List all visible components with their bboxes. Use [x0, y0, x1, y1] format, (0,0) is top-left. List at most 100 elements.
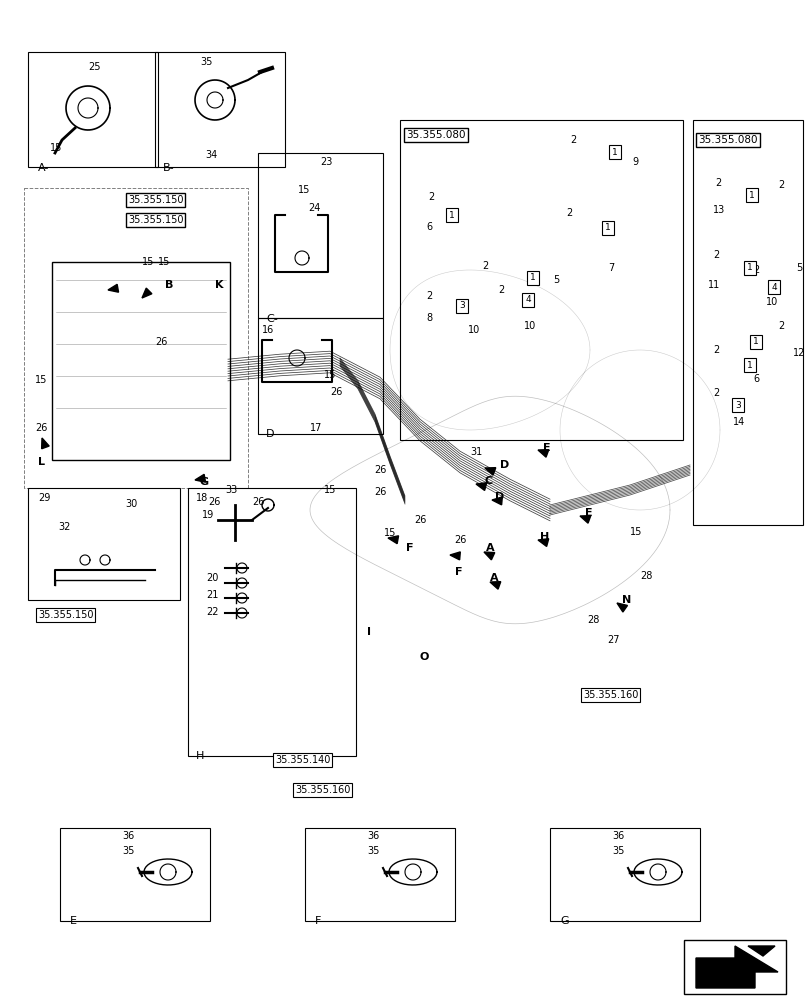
Polygon shape [483, 552, 494, 560]
Text: 15: 15 [324, 370, 336, 380]
Polygon shape [538, 539, 548, 546]
Polygon shape [491, 497, 502, 505]
Text: 15: 15 [384, 528, 396, 538]
Text: O: O [419, 652, 429, 662]
Text: 11: 11 [707, 280, 719, 290]
Bar [258, 318, 383, 434]
Bar [28, 52, 158, 167]
Bar [692, 120, 802, 525]
Text: 26: 26 [329, 387, 342, 397]
Text: K: K [215, 280, 223, 290]
Bar [155, 52, 285, 167]
Text: 10: 10 [765, 297, 777, 307]
Text: E-: E- [70, 916, 81, 926]
Text: D-: D- [266, 429, 278, 439]
Text: 17: 17 [310, 423, 322, 433]
Text: 29: 29 [38, 493, 50, 503]
Text: I: I [367, 627, 371, 637]
Bar [400, 120, 682, 440]
Text: H-: H- [195, 751, 208, 761]
Text: 26: 26 [414, 515, 426, 525]
Text: 36: 36 [122, 831, 134, 841]
Text: 6: 6 [426, 222, 431, 232]
Text: 34: 34 [204, 150, 217, 160]
Text: 35.355.140: 35.355.140 [275, 755, 330, 765]
Text: C: C [484, 476, 492, 486]
Text: 12: 12 [792, 348, 805, 358]
Polygon shape [489, 582, 500, 589]
Text: 8: 8 [426, 313, 431, 323]
Text: 35.355.150: 35.355.150 [128, 195, 183, 205]
Polygon shape [484, 468, 496, 475]
Bar [60, 828, 210, 921]
Text: 15: 15 [142, 257, 154, 267]
Text: G-: G- [560, 916, 572, 926]
Text: 35.355.160: 35.355.160 [582, 690, 637, 700]
Text: 7: 7 [607, 263, 613, 273]
Polygon shape [695, 946, 777, 988]
Text: 15: 15 [35, 375, 47, 385]
Text: H: H [539, 532, 548, 542]
Text: A: A [489, 573, 498, 583]
Text: 18: 18 [195, 493, 208, 503]
Bar [188, 488, 355, 756]
Text: 26: 26 [208, 497, 220, 507]
Text: 23: 23 [320, 157, 332, 167]
Text: 26: 26 [453, 535, 466, 545]
Text: 35: 35 [200, 57, 212, 67]
Text: A-: A- [38, 163, 49, 173]
Text: D: D [495, 492, 504, 502]
Text: 5: 5 [552, 275, 559, 285]
Text: 13: 13 [712, 205, 724, 215]
Text: 1: 1 [746, 263, 752, 272]
Text: 2: 2 [565, 208, 572, 218]
Text: 2: 2 [712, 345, 719, 355]
Text: E: E [584, 508, 592, 518]
Text: 30: 30 [125, 499, 137, 509]
Text: 24: 24 [307, 203, 320, 213]
Polygon shape [747, 946, 774, 956]
Bar [549, 828, 699, 921]
Text: 1: 1 [749, 190, 754, 200]
Text: C-: C- [266, 314, 277, 324]
Bar [52, 262, 230, 460]
Text: 35.355.160: 35.355.160 [294, 785, 350, 795]
Text: 3: 3 [734, 400, 740, 410]
Text: 1: 1 [746, 360, 752, 369]
Text: 35.355.080: 35.355.080 [406, 130, 465, 140]
Text: 2: 2 [777, 321, 783, 331]
Polygon shape [616, 603, 627, 612]
Text: 14: 14 [732, 417, 744, 427]
Text: 35.355.150: 35.355.150 [38, 610, 93, 620]
Text: 1: 1 [611, 148, 617, 157]
Text: 15: 15 [629, 527, 642, 537]
Text: 2: 2 [426, 291, 431, 301]
Text: 26: 26 [251, 497, 264, 507]
Text: D: D [500, 460, 508, 470]
Text: 22: 22 [206, 607, 218, 617]
Text: 26: 26 [35, 423, 47, 433]
Text: 26: 26 [374, 465, 386, 475]
Text: 35.355.080: 35.355.080 [697, 135, 757, 145]
Text: 31: 31 [470, 447, 482, 457]
Text: 27: 27 [607, 635, 619, 645]
Text: G: G [200, 477, 209, 487]
Text: 32: 32 [58, 522, 71, 532]
Text: 28: 28 [639, 571, 651, 581]
Text: 26: 26 [374, 487, 386, 497]
Polygon shape [449, 552, 460, 560]
Text: B-: B- [163, 163, 174, 173]
Text: 2: 2 [752, 265, 758, 275]
Bar [258, 153, 383, 318]
Text: 2: 2 [712, 388, 719, 398]
Text: E: E [543, 443, 550, 453]
Polygon shape [108, 284, 118, 292]
Text: 20: 20 [206, 573, 218, 583]
Polygon shape [538, 450, 548, 457]
Polygon shape [579, 516, 590, 523]
Text: 35: 35 [122, 846, 134, 856]
Text: 2: 2 [714, 178, 720, 188]
Text: 15: 15 [50, 143, 62, 153]
Text: 28: 28 [586, 615, 599, 625]
Text: 2: 2 [482, 261, 487, 271]
